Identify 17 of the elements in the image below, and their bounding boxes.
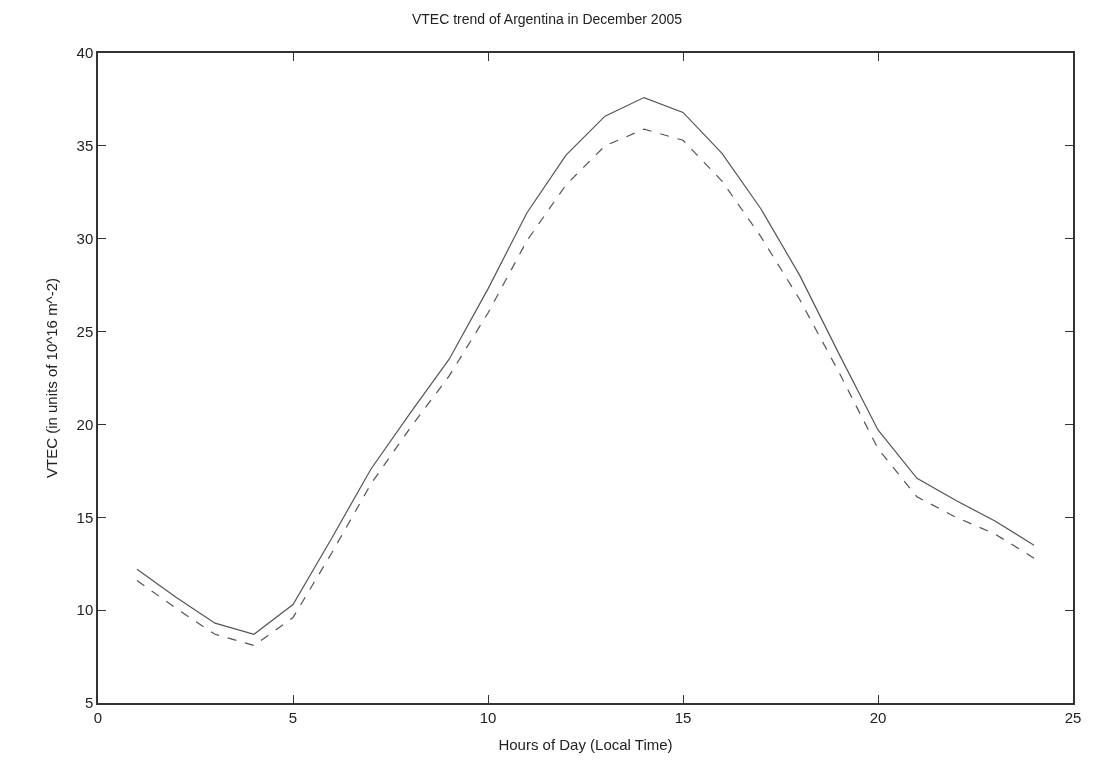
chart-title: VTEC trend of Argentina in December 2005	[411, 11, 683, 28]
x-tick-label: 0	[93, 708, 103, 726]
x-tick-label: 5	[288, 708, 298, 726]
x-tick-label: 10	[479, 708, 497, 726]
x-tick-label: 25	[1064, 708, 1082, 726]
y-tick-label: 25	[76, 322, 94, 340]
x-axis-title: Hours of Day (Local Time)	[498, 736, 673, 754]
y-tick-label: 40	[76, 44, 94, 62]
y-axis-title: VTEC (in units of 10^16 m^-2)	[43, 278, 61, 478]
y-tick-label: 20	[76, 415, 94, 433]
x-tick-label: 15	[674, 708, 692, 726]
y-tick-label: 30	[76, 229, 94, 247]
y-tick-label: 5	[84, 694, 94, 712]
y-tick-label: 35	[76, 137, 94, 155]
x-tick-label: 20	[869, 708, 887, 726]
y-tick-label: 15	[76, 508, 94, 526]
y-tick-label: 10	[76, 601, 94, 619]
